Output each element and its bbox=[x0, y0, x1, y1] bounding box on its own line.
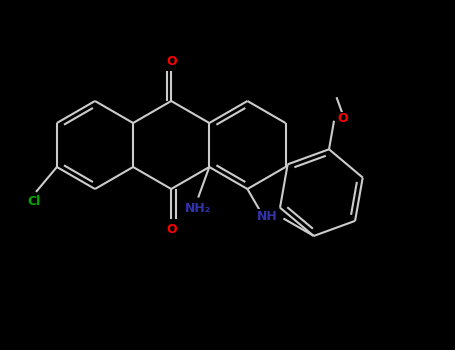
Text: O: O bbox=[166, 55, 177, 68]
Text: O: O bbox=[338, 112, 349, 125]
Text: NH: NH bbox=[257, 210, 277, 223]
Text: Cl: Cl bbox=[27, 195, 40, 208]
Text: O: O bbox=[166, 223, 177, 236]
Text: NH₂: NH₂ bbox=[185, 202, 211, 215]
